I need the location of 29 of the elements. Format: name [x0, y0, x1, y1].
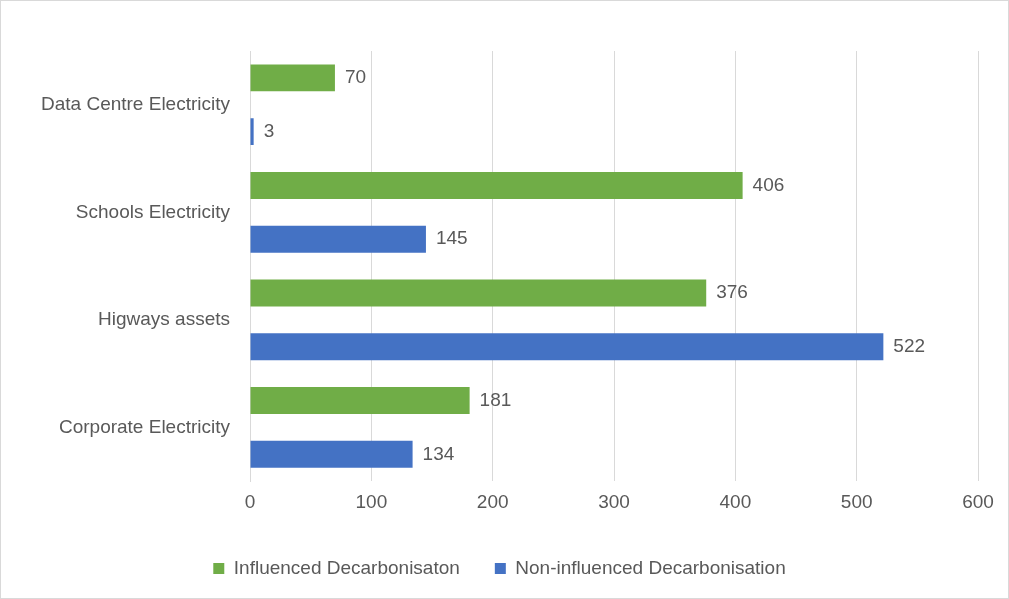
x-tick-label: 400 [719, 490, 752, 512]
data-label: 181 [479, 388, 512, 410]
bar [250, 118, 254, 146]
y-tick-label: Schools Electricity [75, 200, 231, 222]
bar [250, 64, 335, 92]
data-label: 376 [716, 281, 748, 303]
y-tick-label: Higways assets [98, 308, 231, 330]
y-tick-label: Data Centre Electricity [40, 93, 231, 115]
bar [250, 440, 413, 468]
bar [250, 387, 470, 414]
x-tick-label: 0 [244, 490, 256, 512]
x-tick-label: 600 [962, 490, 994, 512]
x-tick-label: 200 [476, 490, 509, 512]
x-tick-label: 300 [598, 490, 630, 512]
legend-label: Non-influenced Decarbonisation [515, 556, 786, 578]
x-tick-label: 500 [840, 490, 873, 512]
data-label: 406 [752, 173, 785, 195]
y-tick-label: Corporate Electricity [58, 415, 231, 437]
data-label: 3 [263, 119, 275, 141]
bar [250, 225, 426, 253]
data-label: 70 [344, 66, 367, 88]
bar [250, 279, 707, 307]
data-label: 145 [435, 227, 468, 249]
data-label: 134 [422, 442, 455, 464]
legend-label: Influenced Decarbonisaton [233, 556, 460, 578]
bar [250, 333, 884, 361]
x-tick-label: 100 [355, 490, 388, 512]
data-label: 522 [893, 335, 926, 356]
bar [250, 171, 743, 199]
